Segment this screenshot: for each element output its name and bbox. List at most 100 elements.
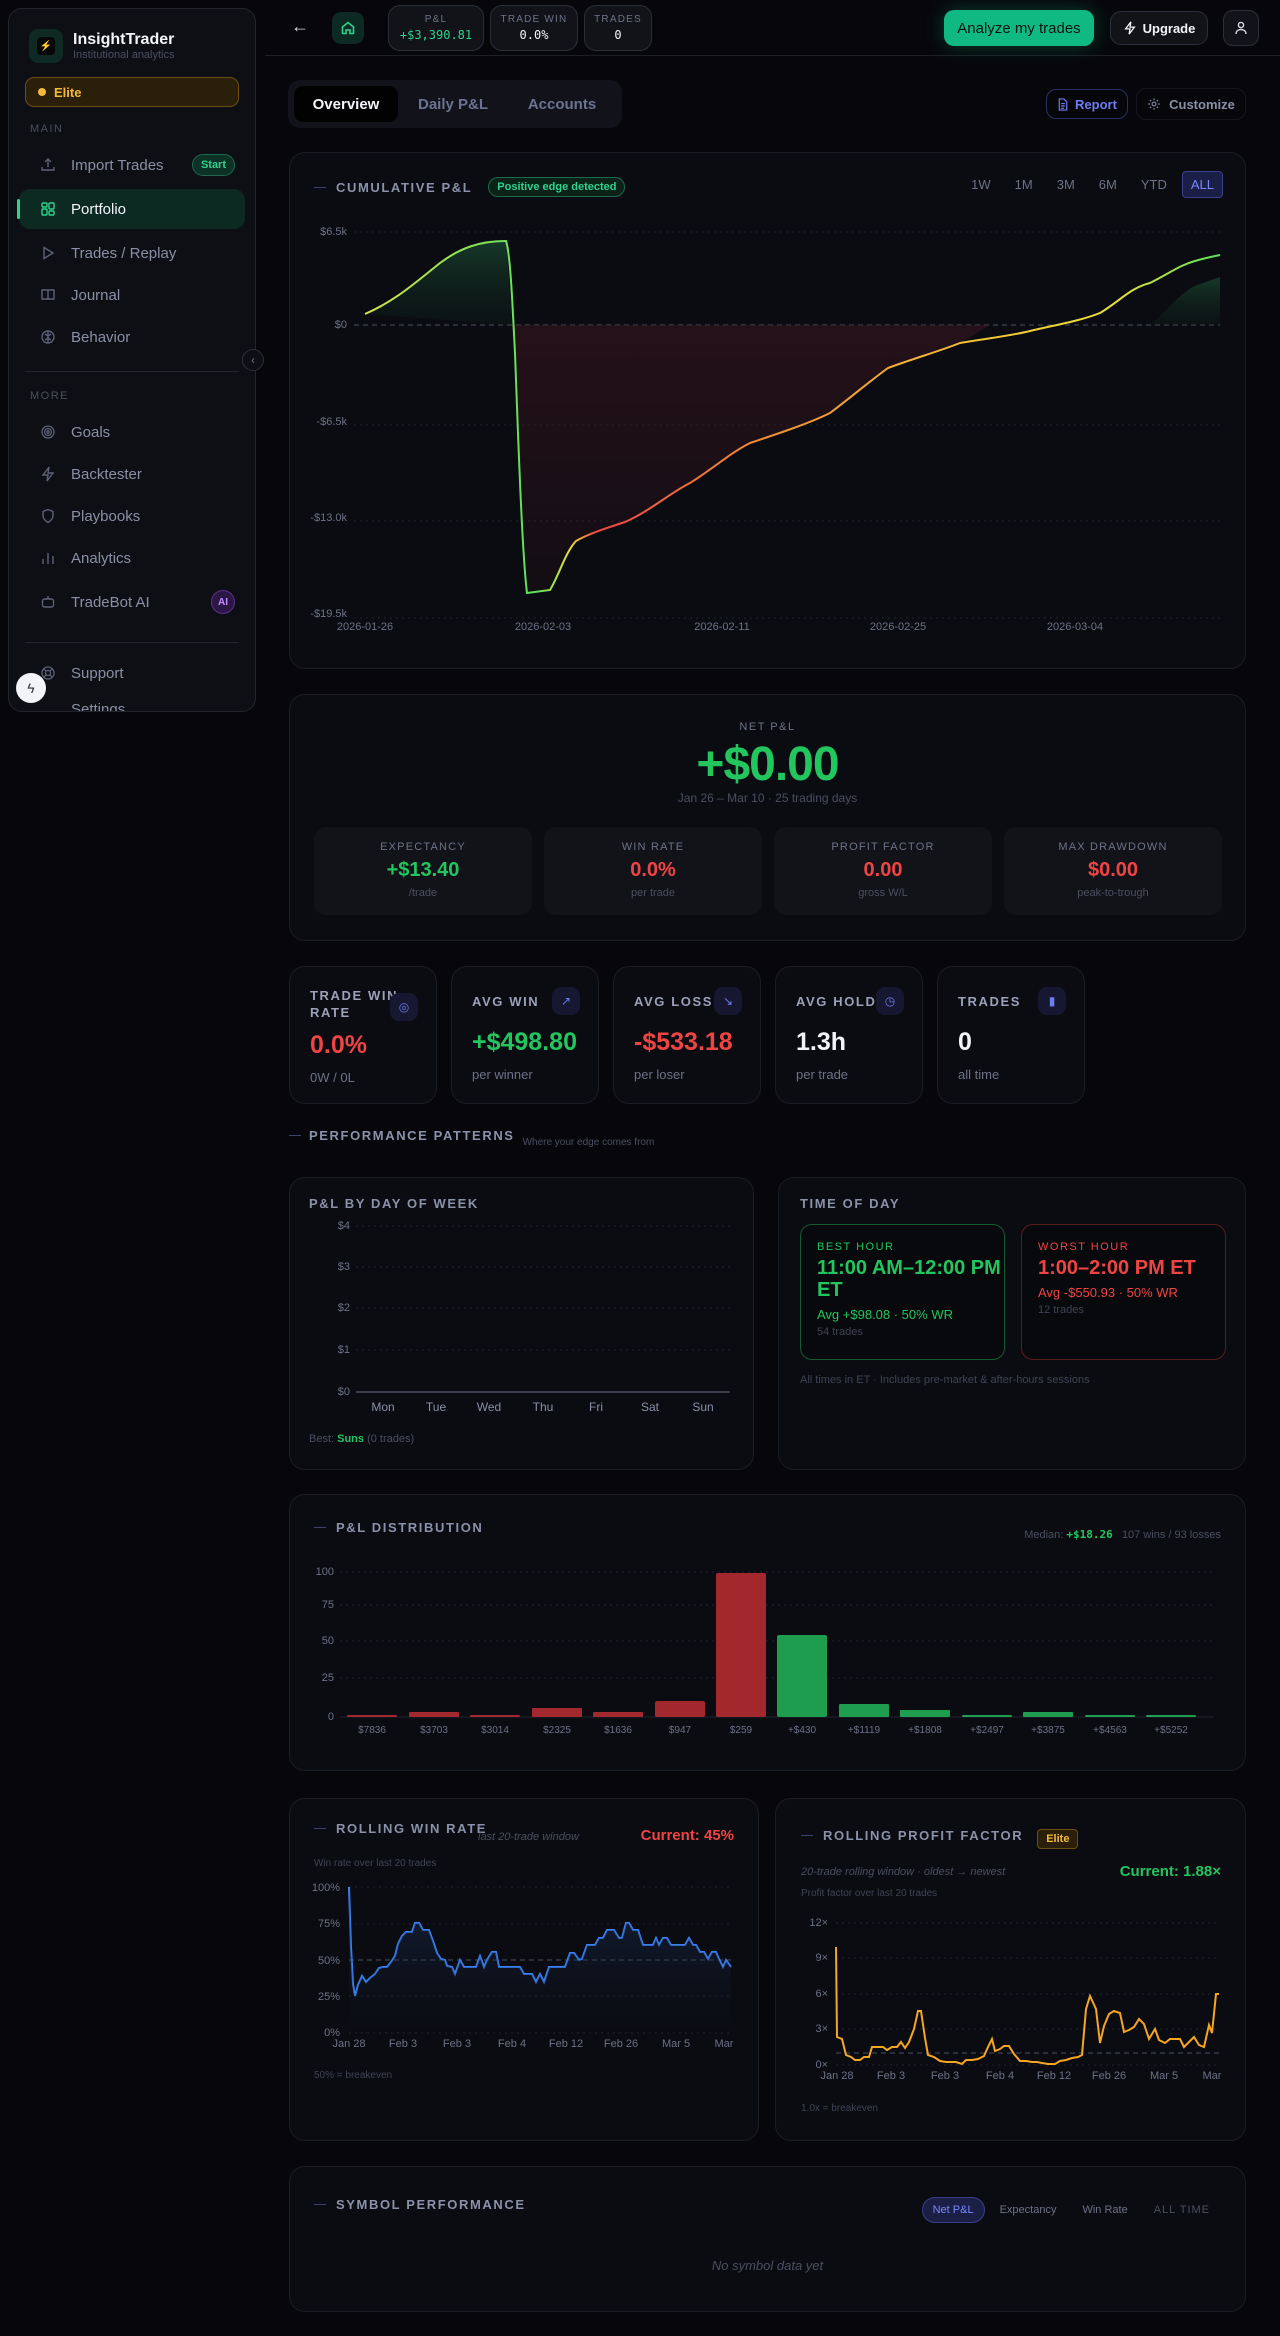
tier-dot-icon xyxy=(38,88,46,96)
y-tick: 50 xyxy=(321,1635,334,1647)
metric-label: WIN RATE xyxy=(621,841,685,853)
sidebar-item-label: Trades / Replay xyxy=(71,244,177,262)
best-prefix: Best: xyxy=(309,1433,338,1445)
distribution-chart xyxy=(340,1571,1214,1718)
x-tick: Feb 26 xyxy=(1091,2070,1127,2082)
metric-expectancy[interactable]: Expectancy xyxy=(999,2204,1057,2216)
sidebar-item-trades-replay[interactable]: Trades / Replay xyxy=(19,233,245,273)
range-ytd[interactable]: YTD xyxy=(1140,177,1167,192)
customize-button[interactable]: Customize xyxy=(1136,88,1246,120)
sidebar-item-journal[interactable]: Journal xyxy=(19,275,245,315)
sidebar-item-label: Playbooks xyxy=(71,507,141,525)
stat-label: P&L xyxy=(424,14,448,25)
sidebar-item-goals[interactable]: Goals xyxy=(19,412,245,452)
rolling-wr-current: Current: 45% xyxy=(640,1827,734,1844)
arrow-left-icon: ← xyxy=(291,16,309,36)
x-tick: Feb 3 xyxy=(876,2070,906,2082)
book-icon xyxy=(39,286,57,304)
sidebar-item-backtester[interactable]: Backtester xyxy=(19,454,245,494)
app-tagline: Institutional analytics xyxy=(73,49,175,61)
cumulative-title: CUMULATIVE P&L xyxy=(314,180,472,195)
report-button[interactable]: Report xyxy=(1046,89,1128,119)
x-tick: $259 xyxy=(729,1725,753,1736)
median-label: Median: xyxy=(1024,1529,1067,1541)
sidebar-divider xyxy=(25,642,239,643)
play-icon xyxy=(39,244,57,262)
stat-label: TRADES xyxy=(594,14,642,25)
win-loss-counts: 107 wins / 93 losses xyxy=(1121,1529,1221,1541)
sidebar: ⚡ InsightTrader Institutional analytics … xyxy=(8,8,256,712)
range-1m[interactable]: 1M xyxy=(1014,177,1033,192)
range-3m[interactable]: 3M xyxy=(1056,177,1075,192)
stat-pill-trades: TRADES 0 xyxy=(584,5,652,51)
x-tick: Sun xyxy=(692,1400,714,1414)
range-6m[interactable]: 6M xyxy=(1098,177,1117,192)
x-tick: +$1808 xyxy=(908,1725,942,1736)
sidebar-item-portfolio[interactable]: Portfolio xyxy=(17,189,245,229)
range-1w[interactable]: 1W xyxy=(971,177,991,192)
logo-icon: ⚡ xyxy=(29,29,63,63)
sidebar-item-label: Import Trades xyxy=(71,156,164,174)
quick-action-button[interactable]: ϟ xyxy=(16,673,46,703)
collapse-sidebar-button[interactable]: ‹ xyxy=(242,349,264,371)
metric-sub: gross W/L xyxy=(858,887,908,899)
net-pnl-card: NET P&L +$0.00 Jan 26 – Mar 10 · 25 trad… xyxy=(289,694,1246,941)
x-tick: Jan 28 xyxy=(820,2070,854,2082)
sidebar-item-analytics[interactable]: Analytics xyxy=(19,538,245,578)
metric-sub: /trade xyxy=(408,887,438,899)
home-button[interactable] xyxy=(332,12,364,44)
kpi-value: -$533.18 xyxy=(634,1028,733,1056)
sidebar-item-label: Behavior xyxy=(71,328,131,346)
tab-accounts[interactable]: Accounts xyxy=(527,95,597,113)
sidebar-item-label: TradeBot AI xyxy=(71,593,150,611)
sidebar-item-playbooks[interactable]: Playbooks xyxy=(19,496,245,536)
metric-net-pnl[interactable]: Net P&L xyxy=(921,2197,985,2223)
ai-badge: AI xyxy=(211,590,235,614)
page-tabs: Overview Daily P&L Accounts xyxy=(288,80,622,128)
x-tick: $7836 xyxy=(358,1725,386,1736)
analyze-trades-button[interactable]: Analyze my trades xyxy=(944,10,1094,46)
x-tick: Mar 5 xyxy=(661,2038,691,2050)
x-tick: 2026-02-25 xyxy=(869,621,927,633)
upgrade-label: Upgrade xyxy=(1142,20,1196,36)
grid-icon xyxy=(39,200,57,218)
x-tick: +$430 xyxy=(787,1725,817,1736)
distribution-stats: Median: +$18.26 107 wins / 93 losses xyxy=(1024,1528,1221,1541)
patterns-header: PERFORMANCE PATTERNS Where your edge com… xyxy=(289,1128,654,1148)
kpi-avg-loss: AVG LOSS ↘ -$533.18 per loser xyxy=(613,966,761,1104)
net-pnl-value: +$0.00 xyxy=(696,738,839,791)
user-menu-button[interactable] xyxy=(1223,10,1259,46)
x-tick: Tue xyxy=(425,1400,447,1414)
kpi-avg-win: AVG WIN ↗ +$498.80 per winner xyxy=(451,966,599,1104)
upgrade-button[interactable]: Upgrade xyxy=(1110,11,1208,45)
sidebar-item-behavior[interactable]: Behavior xyxy=(19,317,245,357)
tab-overview[interactable]: Overview xyxy=(294,86,398,122)
symbol-metric-selector: Net P&L Expectancy Win Rate ALL TIME xyxy=(921,2197,1221,2223)
symbol-performance-card: SYMBOL PERFORMANCE Net P&L Expectancy Wi… xyxy=(289,2166,1246,2312)
sidebar-divider xyxy=(25,371,239,372)
x-tick: $2325 xyxy=(543,1725,571,1736)
dow-card: P&L BY DAY OF WEEK $4 $3 $2 $1 $0 Mon Tu… xyxy=(289,1177,754,1470)
back-button[interactable]: ← xyxy=(291,16,309,37)
net-pnl-label: NET P&L xyxy=(739,721,796,733)
cumulative-pnl-card: CUMULATIVE P&L Positive edge detected 1W… xyxy=(289,152,1246,669)
metric-win-rate[interactable]: Win Rate xyxy=(1082,2204,1128,2216)
sidebar-item-import-trades[interactable]: Import Trades Start xyxy=(19,145,245,185)
sidebar-item-tradebot-ai[interactable]: TradeBot AI AI xyxy=(19,582,245,622)
sidebar-item-support[interactable]: Support xyxy=(19,653,245,693)
metric-label: PROFIT FACTOR xyxy=(831,841,935,853)
kpi-sub: all time xyxy=(958,1067,1000,1082)
brand[interactable]: ⚡ InsightTrader Institutional analytics xyxy=(9,9,255,63)
rolling-pf-window: 20-trade rolling window · oldest → newes… xyxy=(801,1866,1006,1878)
tab-daily-pnl[interactable]: Daily P&L xyxy=(417,95,489,113)
range-all[interactable]: ALL xyxy=(1181,171,1223,198)
tier-badge[interactable]: Elite xyxy=(25,77,239,107)
period-all-time[interactable]: ALL TIME xyxy=(1153,2204,1210,2216)
tod-note: All times in ET · Includes pre-market & … xyxy=(800,1374,1090,1386)
metric-sub: peak-to-trough xyxy=(1077,887,1149,899)
sidebar-item-settings[interactable]: Settings xyxy=(19,695,245,711)
stat-label: TRADE WIN xyxy=(500,14,568,25)
y-tick: $0 xyxy=(334,319,347,331)
robot-icon xyxy=(39,593,57,611)
trend-down-icon: ↘ xyxy=(714,987,742,1015)
